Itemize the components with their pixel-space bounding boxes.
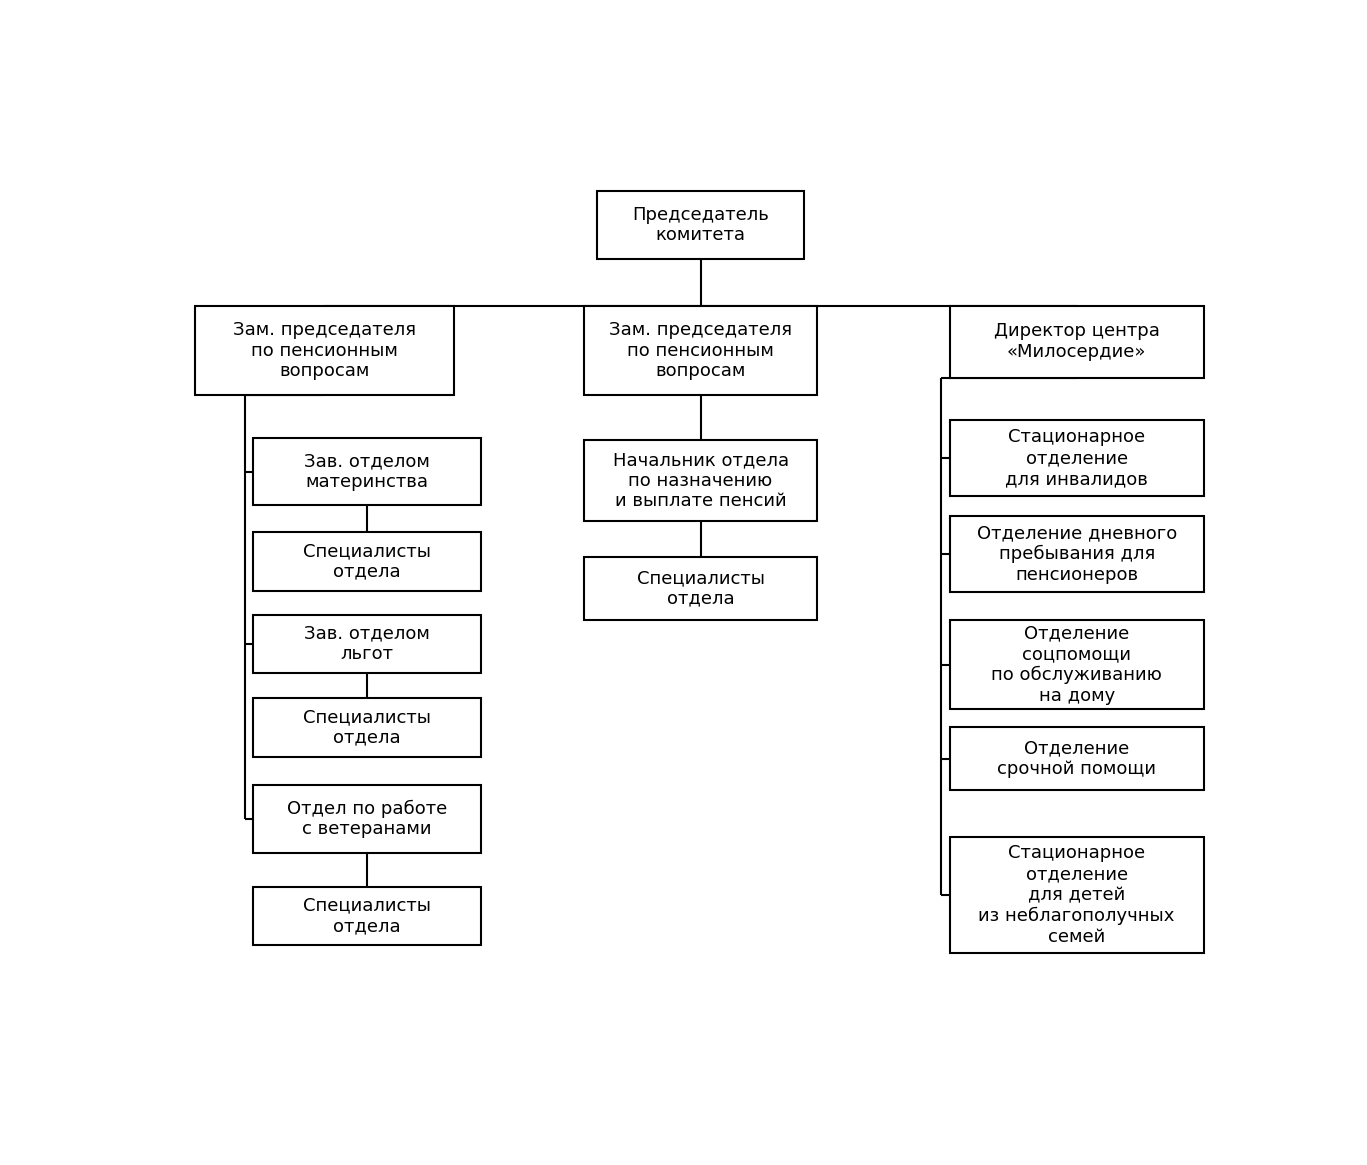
Text: Специалисты
отдела: Специалисты отдела — [637, 569, 764, 608]
FancyBboxPatch shape — [950, 305, 1204, 377]
FancyBboxPatch shape — [950, 836, 1204, 953]
Text: Зам. председателя
по пенсионным
вопросам: Зам. председателя по пенсионным вопросам — [610, 320, 791, 381]
FancyBboxPatch shape — [597, 191, 804, 259]
Text: Отделение дневного
пребывания для
пенсионеров: Отделение дневного пребывания для пенсио… — [976, 524, 1177, 584]
Text: Стационарное
отделение
для детей
из неблагополучных
семей: Стационарное отделение для детей из небл… — [979, 845, 1174, 946]
Text: Отдел по работе
с ветеранами: Отдел по работе с ветеранами — [287, 799, 447, 839]
Text: Зам. председателя
по пенсионным
вопросам: Зам. председателя по пенсионным вопросам — [232, 320, 416, 381]
FancyBboxPatch shape — [253, 615, 481, 673]
Text: Стационарное
отделение
для инвалидов: Стационарное отделение для инвалидов — [1005, 429, 1148, 488]
FancyBboxPatch shape — [253, 438, 481, 506]
Text: Начальник отдела
по назначению
и выплате пенсий: Начальник отдела по назначению и выплате… — [612, 451, 789, 510]
FancyBboxPatch shape — [194, 305, 454, 395]
FancyBboxPatch shape — [950, 727, 1204, 790]
Text: Отделение
соцпомощи
по обслуживанию
на дому: Отделение соцпомощи по обслуживанию на д… — [991, 624, 1162, 705]
FancyBboxPatch shape — [584, 557, 817, 620]
Text: Специалисты
отдела: Специалисты отдела — [303, 896, 431, 935]
Text: Отделение
срочной помощи: Отделение срочной помощи — [997, 740, 1156, 778]
FancyBboxPatch shape — [950, 620, 1204, 709]
Text: Директор центра
«Милосердие»: Директор центра «Милосердие» — [994, 323, 1159, 361]
FancyBboxPatch shape — [253, 532, 481, 591]
FancyBboxPatch shape — [584, 440, 817, 521]
Text: Председатель
комитета: Председатель комитета — [632, 205, 770, 245]
Text: Зав. отделом
льгот: Зав. отделом льгот — [303, 624, 429, 663]
FancyBboxPatch shape — [584, 305, 817, 395]
FancyBboxPatch shape — [253, 887, 481, 945]
FancyBboxPatch shape — [950, 421, 1204, 496]
FancyBboxPatch shape — [253, 785, 481, 853]
Text: Зав. отделом
материнства: Зав. отделом материнства — [303, 452, 429, 492]
FancyBboxPatch shape — [950, 516, 1204, 592]
Text: Специалисты
отдела: Специалисты отдела — [303, 542, 431, 581]
Text: Специалисты
отдела: Специалисты отдела — [303, 708, 431, 747]
FancyBboxPatch shape — [253, 698, 481, 756]
